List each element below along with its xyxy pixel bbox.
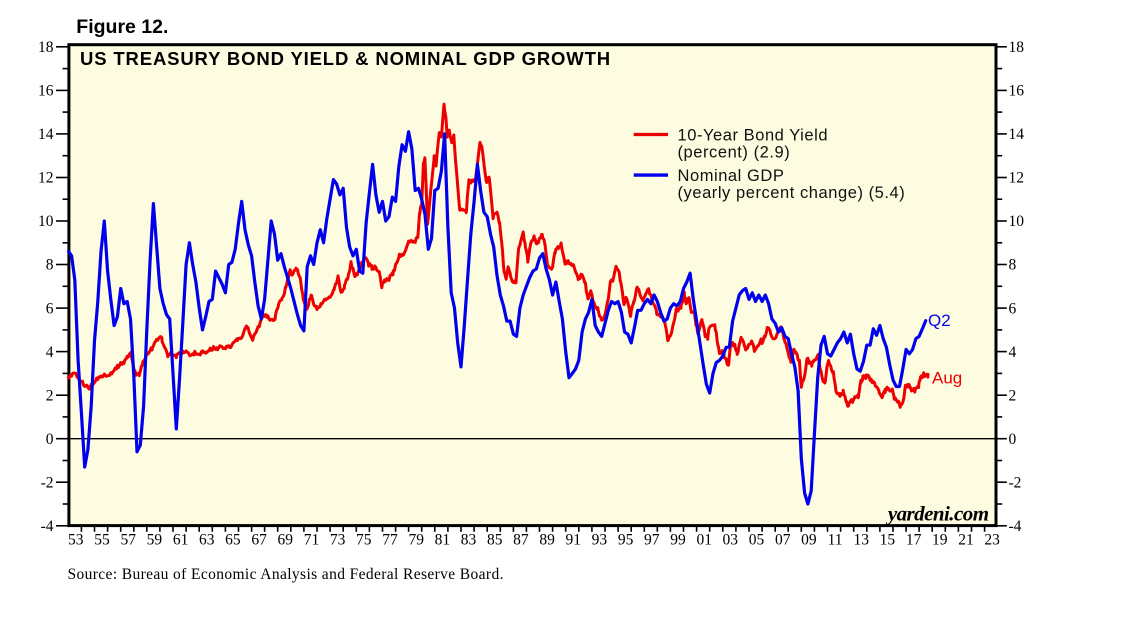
svg-text:(percent) (2.9): (percent) (2.9) [678, 143, 791, 161]
svg-text:07: 07 [775, 532, 791, 549]
svg-text:71: 71 [304, 532, 320, 549]
svg-text:2: 2 [1009, 387, 1017, 404]
svg-text:85: 85 [487, 532, 503, 549]
svg-text:19: 19 [932, 532, 948, 549]
svg-text:91: 91 [566, 532, 582, 549]
svg-text:8: 8 [46, 257, 54, 274]
svg-text:55: 55 [94, 532, 110, 549]
svg-text:97: 97 [644, 532, 660, 549]
svg-text:14: 14 [38, 126, 54, 143]
svg-text:10: 10 [1009, 213, 1025, 230]
svg-text:-4: -4 [41, 518, 54, 535]
svg-text:75: 75 [356, 532, 372, 549]
svg-text:Q2: Q2 [928, 311, 951, 330]
svg-text:Aug: Aug [932, 369, 962, 388]
svg-text:23: 23 [984, 532, 1000, 549]
svg-text:73: 73 [330, 532, 346, 549]
svg-text:61: 61 [173, 532, 189, 549]
svg-text:87: 87 [513, 532, 529, 549]
svg-text:12: 12 [1009, 170, 1025, 187]
svg-text:69: 69 [278, 532, 294, 549]
svg-text:-4: -4 [1009, 518, 1022, 535]
svg-text:-2: -2 [41, 474, 54, 491]
svg-text:6: 6 [46, 300, 54, 317]
svg-text:4: 4 [1009, 344, 1017, 361]
svg-text:83: 83 [461, 532, 477, 549]
svg-text:21: 21 [958, 532, 974, 549]
svg-text:57: 57 [120, 532, 136, 549]
svg-text:67: 67 [251, 532, 267, 549]
svg-text:-2: -2 [1009, 474, 1022, 491]
svg-text:6: 6 [1009, 300, 1017, 317]
svg-text:13: 13 [853, 532, 869, 549]
svg-text:16: 16 [38, 83, 54, 100]
svg-text:79: 79 [408, 532, 424, 549]
svg-text:8: 8 [1009, 257, 1017, 274]
svg-text:65: 65 [225, 532, 241, 549]
svg-text:95: 95 [618, 532, 634, 549]
svg-text:4: 4 [46, 344, 54, 361]
svg-text:01: 01 [696, 532, 712, 549]
svg-text:53: 53 [68, 532, 84, 549]
svg-text:16: 16 [1009, 83, 1025, 100]
svg-text:yardeni.com: yardeni.com [885, 501, 989, 525]
svg-text:0: 0 [46, 431, 54, 448]
svg-text:Source: Bureau of Economic Ana: Source: Bureau of Economic Analysis and … [68, 566, 504, 583]
svg-text:Figure 12.: Figure 12. [76, 16, 168, 38]
svg-text:Nominal GDP: Nominal GDP [678, 167, 785, 185]
svg-text:03: 03 [723, 532, 739, 549]
svg-text:12: 12 [38, 170, 54, 187]
svg-text:93: 93 [592, 532, 608, 549]
svg-text:09: 09 [801, 532, 817, 549]
svg-text:18: 18 [1009, 39, 1025, 56]
svg-text:14: 14 [1009, 126, 1025, 143]
svg-text:2: 2 [46, 387, 54, 404]
svg-text:89: 89 [539, 532, 555, 549]
svg-text:(yearly percent change) (5.4): (yearly percent change) (5.4) [678, 184, 906, 202]
svg-text:05: 05 [749, 532, 765, 549]
svg-text:0: 0 [1009, 431, 1017, 448]
svg-text:99: 99 [670, 532, 686, 549]
svg-text:17: 17 [906, 532, 922, 549]
svg-text:63: 63 [199, 532, 215, 549]
svg-text:81: 81 [435, 532, 451, 549]
svg-text:18: 18 [38, 39, 54, 56]
svg-text:11: 11 [828, 532, 843, 549]
svg-text:10-Year Bond Yield: 10-Year Bond Yield [678, 127, 829, 145]
svg-text:59: 59 [147, 532, 163, 549]
svg-text:US TREASURY BOND YIELD & NOMIN: US TREASURY BOND YIELD & NOMINAL GDP GRO… [80, 48, 611, 69]
svg-text:15: 15 [880, 532, 896, 549]
svg-text:77: 77 [382, 532, 398, 549]
svg-text:10: 10 [38, 213, 54, 230]
